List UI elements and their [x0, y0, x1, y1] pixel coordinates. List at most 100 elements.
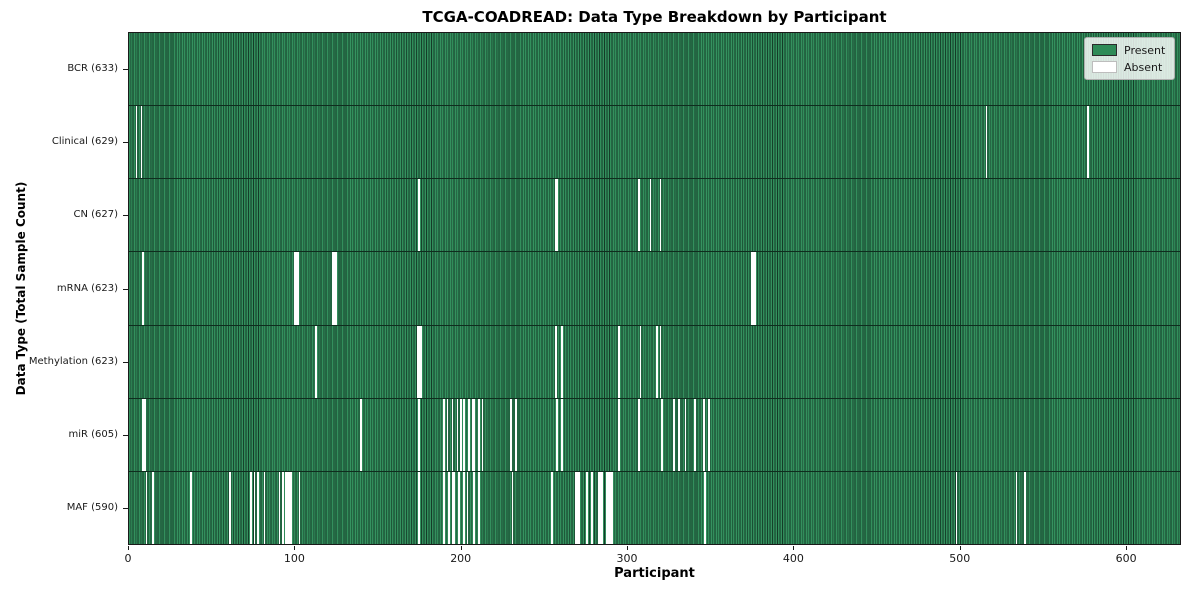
absent-stripe — [478, 471, 481, 544]
absent-stripe — [463, 471, 466, 544]
row-methylation — [129, 325, 1180, 399]
plot-area — [128, 32, 1181, 545]
absent-stripe — [228, 471, 231, 544]
legend: Present Absent — [1084, 37, 1176, 80]
absent-stripe — [448, 471, 451, 544]
absent-stripe — [468, 398, 471, 471]
absent-stripe — [751, 252, 753, 325]
absent-stripe — [463, 398, 466, 471]
absent-stripe — [190, 471, 193, 544]
x-tick-label: 500 — [949, 552, 971, 565]
absent-stripe — [684, 398, 687, 471]
absent-stripe — [672, 398, 675, 471]
absent-stripe — [617, 398, 620, 471]
absent-stripe — [278, 471, 281, 544]
y-tick-mark — [123, 215, 128, 217]
absent-stripe — [142, 252, 145, 325]
legend-swatch-absent-icon — [1092, 61, 1117, 73]
absent-stripe — [607, 471, 610, 544]
x-tick-label: 400 — [782, 552, 804, 565]
absent-stripe — [451, 471, 454, 544]
legend-swatch-present-icon — [1092, 44, 1117, 56]
absent-stripe — [556, 179, 559, 252]
row-cn — [129, 179, 1180, 253]
absent-stripe — [985, 106, 988, 179]
absent-stripe — [418, 398, 421, 471]
absent-stripe — [253, 471, 256, 544]
legend-item-present: Present — [1092, 44, 1165, 56]
absent-stripe — [290, 471, 293, 544]
absent-stripe — [561, 398, 564, 471]
absent-stripe — [576, 471, 579, 544]
absent-stripe — [707, 398, 710, 471]
absent-stripe — [416, 325, 419, 398]
x-tick-mark — [959, 546, 961, 550]
absent-stripe — [143, 398, 146, 471]
y-tick-label: CN (627) — [73, 209, 118, 221]
y-tick-mark — [123, 508, 128, 510]
x-tick-mark — [793, 546, 795, 550]
y-tick-mark — [123, 141, 128, 143]
row-maf — [129, 471, 1180, 544]
absent-stripe — [142, 398, 145, 471]
absent-stripe — [617, 325, 620, 398]
y-tick-label: mRNA (623) — [56, 282, 118, 294]
absent-stripe — [281, 471, 284, 544]
absent-stripe — [286, 471, 289, 544]
absent-stripe — [677, 398, 680, 471]
absent-stripe — [458, 471, 461, 544]
absent-stripe — [288, 471, 291, 544]
absent-stripe — [443, 398, 446, 471]
absent-stripe — [561, 325, 564, 398]
x-tick-mark — [460, 546, 462, 550]
absent-stripe — [514, 398, 517, 471]
absent-stripe — [418, 471, 421, 544]
absent-stripe — [443, 471, 446, 544]
absent-stripe — [466, 471, 469, 544]
absent-stripe — [591, 471, 594, 544]
y-tick-label: miR (605) — [68, 429, 118, 441]
absent-stripe — [360, 398, 362, 471]
absent-stripe — [704, 471, 707, 544]
legend-item-absent: Absent — [1092, 61, 1165, 73]
absent-stripe — [637, 179, 640, 252]
absent-stripe — [140, 106, 143, 179]
legend-label-present: Present — [1124, 43, 1166, 57]
absent-stripe — [578, 471, 580, 544]
y-tick-mark — [123, 361, 128, 363]
absent-stripe — [296, 252, 299, 325]
absent-stripe — [659, 179, 662, 252]
absent-stripe — [611, 471, 614, 544]
x-tick-mark — [627, 546, 629, 550]
row-clinical — [129, 106, 1180, 180]
x-tick-mark — [128, 546, 129, 550]
absent-stripe — [601, 471, 604, 544]
absent-stripe — [418, 179, 421, 252]
y-tick-label: MAF (590) — [66, 502, 118, 514]
chart-title: TCGA-COADREAD: Data Type Breakdown by Pa… — [422, 8, 887, 26]
absent-stripe — [331, 252, 334, 325]
absent-stripe — [599, 471, 602, 544]
absent-stripe — [656, 325, 659, 398]
absent-stripe — [256, 471, 259, 544]
absent-stripe — [471, 398, 474, 471]
absent-stripe — [420, 325, 422, 398]
x-axis-title: Participant — [614, 566, 695, 581]
absent-stripe — [574, 471, 577, 544]
row-mir — [129, 398, 1180, 472]
absent-stripe — [554, 179, 557, 252]
y-tick-mark — [123, 435, 128, 437]
absent-stripe — [418, 325, 421, 398]
absent-stripe — [315, 325, 318, 398]
x-tick-label: 200 — [450, 552, 472, 565]
x-tick-label: 600 — [1115, 552, 1137, 565]
x-tick-label: 100 — [283, 552, 305, 565]
absent-stripe — [1087, 106, 1089, 179]
y-tick-label: Clinical (629) — [51, 135, 118, 147]
absent-stripe — [250, 471, 253, 544]
x-tick-label: 0 — [124, 552, 132, 565]
absent-stripe — [473, 471, 476, 544]
absent-stripe — [661, 398, 664, 471]
absent-stripe — [1015, 471, 1018, 544]
absent-stripe — [659, 325, 662, 398]
